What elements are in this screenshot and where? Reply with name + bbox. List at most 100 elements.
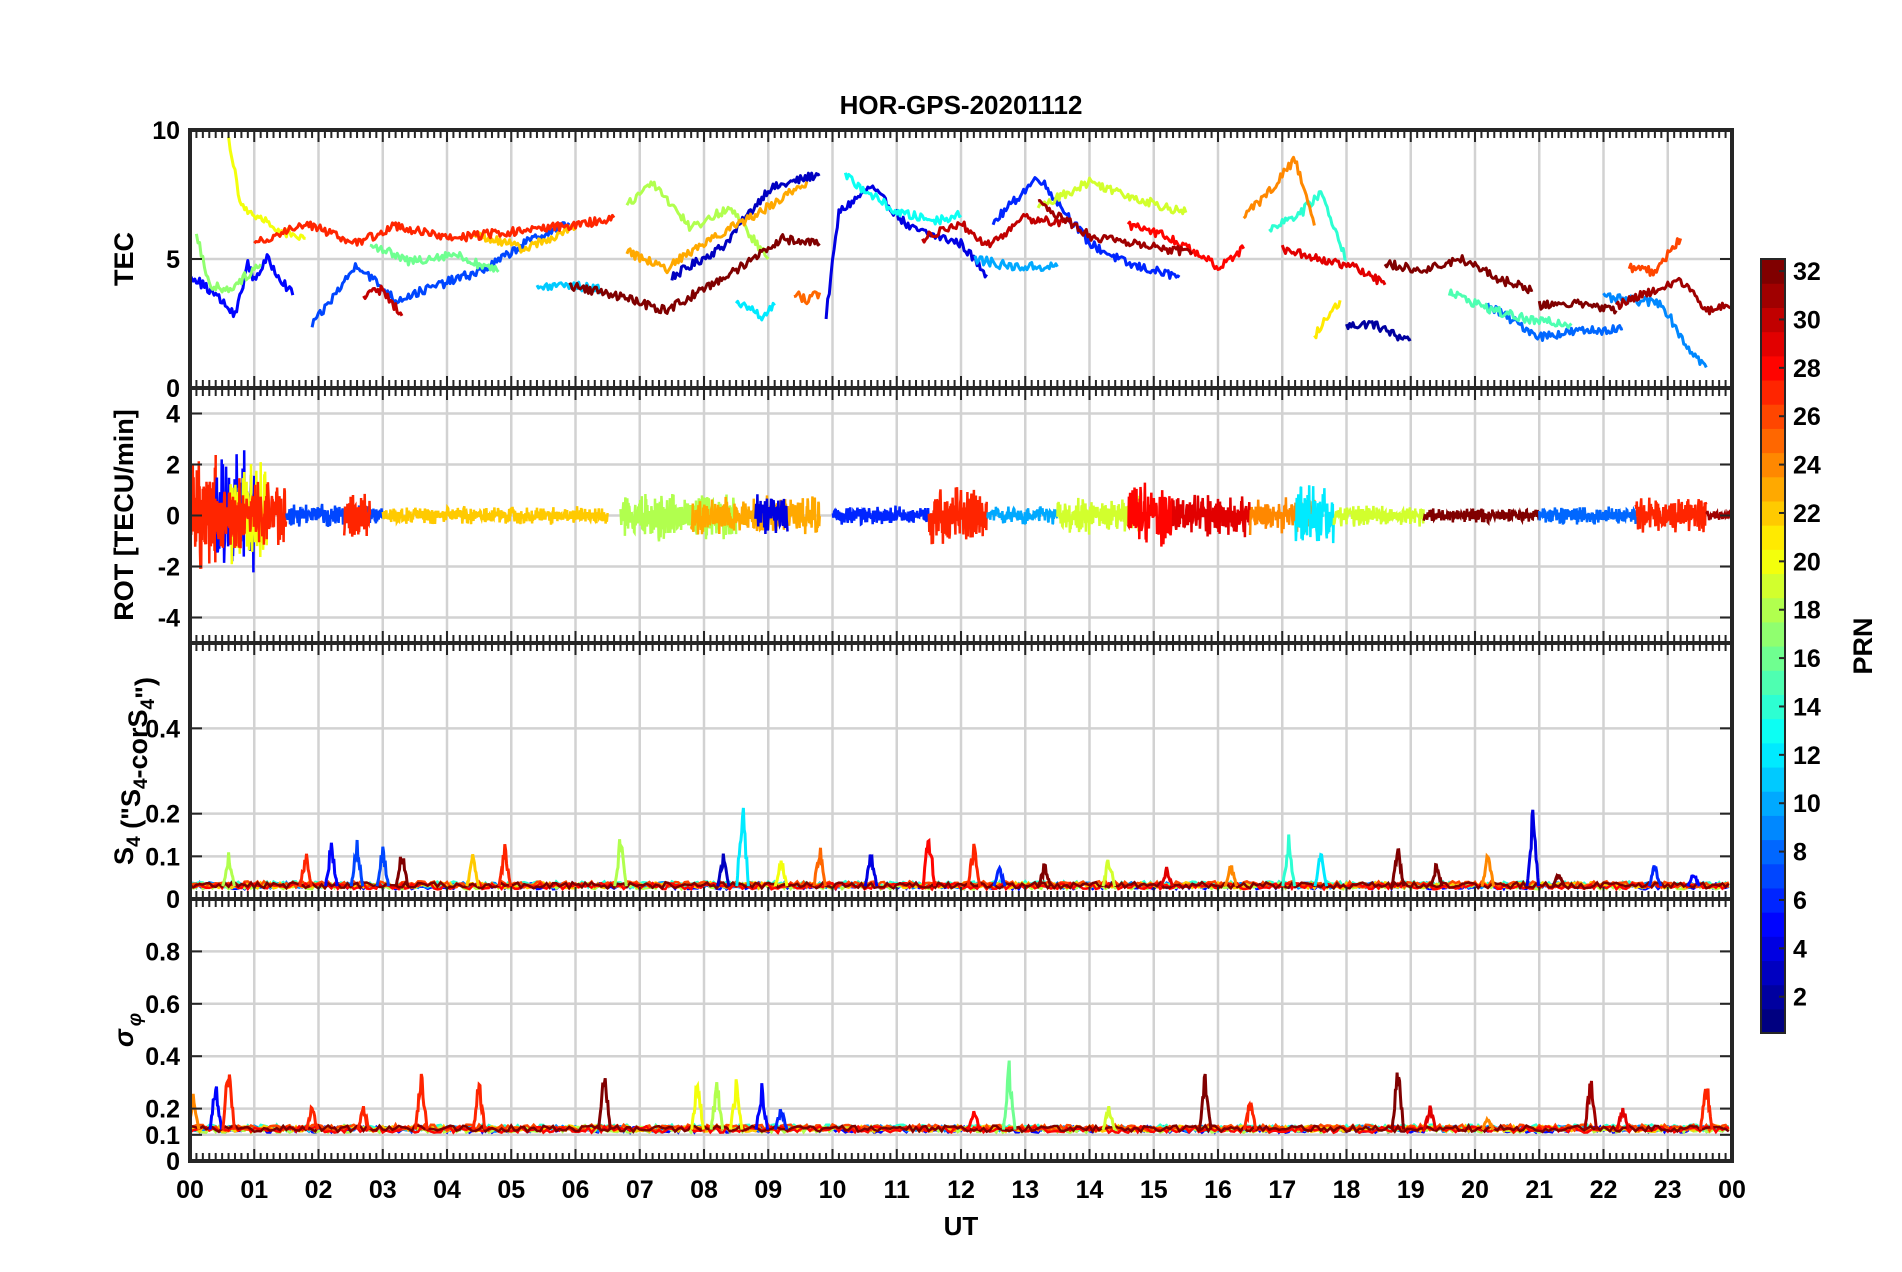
tec-trace-prn-21 bbox=[1313, 299, 1342, 340]
y-tick-label-sigma: 0.6 bbox=[145, 991, 180, 1019]
panels: 0510-4-202400.10.20.400.10.20.40.60.8TEC… bbox=[109, 117, 1746, 1204]
x-tick-label: 02 bbox=[305, 1176, 333, 1204]
label-part: -corS bbox=[123, 709, 153, 778]
spike-prn-6 bbox=[773, 1108, 789, 1130]
colorbar-segment bbox=[1761, 960, 1785, 986]
colorbar-segment bbox=[1761, 379, 1785, 405]
rot-trace-prn-8 bbox=[1538, 505, 1637, 525]
x-tick-label: 08 bbox=[690, 1176, 718, 1204]
y-axis-label-s4: S4 ("S4-corS4") bbox=[109, 677, 160, 865]
x-tick-label: 17 bbox=[1268, 1176, 1296, 1204]
spike-prn-32 bbox=[1197, 1073, 1213, 1130]
label-part: σ bbox=[109, 1028, 139, 1047]
panel-sigma: 00.10.2 0.4 0.6 0.8 bbox=[145, 897, 1734, 1176]
spike-prn-18 bbox=[221, 852, 236, 887]
tec-trace-prn-32 bbox=[568, 233, 821, 315]
tec-trace-prn-30 bbox=[921, 213, 1066, 249]
y-tick-label-tec: 10 bbox=[152, 117, 180, 145]
panel-sigma-grid bbox=[190, 899, 1732, 1161]
x-tick-label: 16 bbox=[1204, 1176, 1232, 1204]
colorbar-segment bbox=[1761, 1008, 1785, 1034]
colorbar-segment bbox=[1761, 621, 1785, 647]
spike-prn-7 bbox=[375, 846, 390, 887]
spike-prn-12 bbox=[735, 807, 750, 887]
tec-trace-prn-16 bbox=[369, 243, 500, 273]
y-tick-label-s4: 0.1 bbox=[145, 843, 180, 871]
spike-prn-27 bbox=[414, 1073, 429, 1130]
y-axis-label-rot: ROT [TECU/min] bbox=[109, 409, 139, 620]
spike-prn-24 bbox=[1223, 865, 1239, 887]
tec-trace-prn-24 bbox=[1242, 155, 1316, 226]
y-tick-label-rot: -4 bbox=[158, 605, 180, 633]
y-tick-label-sigma: 0.8 bbox=[145, 938, 180, 966]
x-tick-label: 05 bbox=[497, 1176, 525, 1204]
spike-prn-19 bbox=[1101, 859, 1117, 887]
tec-trace-prn-2 bbox=[1345, 320, 1412, 342]
spike-prn-19 bbox=[1101, 1105, 1117, 1131]
colorbar-segment bbox=[1761, 815, 1785, 841]
rot-trace-prn-27 bbox=[342, 493, 372, 537]
panel-rot-data bbox=[190, 450, 1732, 573]
x-tick-label: 00 bbox=[176, 1176, 204, 1204]
spike-prn-29 bbox=[1615, 1107, 1631, 1130]
spike-prn-3 bbox=[716, 853, 731, 887]
label-part: φ bbox=[125, 1013, 146, 1026]
rot-trace-prn-29 bbox=[1171, 494, 1252, 538]
y-axis-label-sigma: σφ bbox=[109, 1013, 146, 1047]
colorbar-tick-label: 4 bbox=[1793, 935, 1807, 963]
y-tick-label-rot: 4 bbox=[166, 401, 180, 429]
colorbar-segment bbox=[1761, 718, 1785, 744]
spike-prn-27 bbox=[966, 843, 982, 887]
tec-trace-prn-9 bbox=[1602, 292, 1708, 369]
spike-prn-27 bbox=[1242, 1100, 1258, 1130]
y-tick-label-tec: 0 bbox=[166, 375, 180, 403]
y-tick-label-sigma: 0 bbox=[166, 1148, 180, 1176]
panel-s4-grid bbox=[190, 643, 1732, 899]
colorbar-tick-label: 14 bbox=[1793, 693, 1821, 721]
rot-trace-prn-10 bbox=[986, 505, 1059, 526]
spike-prn-12 bbox=[1313, 852, 1329, 887]
spike-prn-24 bbox=[190, 1093, 201, 1130]
colorbar-segment bbox=[1761, 863, 1785, 889]
x-tick-label: 23 bbox=[1654, 1176, 1682, 1204]
rot-trace-prn-19 bbox=[1332, 505, 1425, 527]
colorbar-tick-label: 8 bbox=[1793, 839, 1807, 867]
tec-trace-prn-28 bbox=[1126, 220, 1246, 271]
tec-trace-prn-29 bbox=[1280, 244, 1387, 286]
label-part: ("S bbox=[116, 789, 146, 836]
tec-trace-prn-12 bbox=[734, 299, 776, 322]
x-tick-label: 06 bbox=[562, 1176, 590, 1204]
x-tick-label: 22 bbox=[1590, 1176, 1618, 1204]
colorbar-segment bbox=[1761, 428, 1785, 454]
colorbar-segment bbox=[1761, 766, 1785, 792]
spike-prn-29 bbox=[1159, 866, 1174, 887]
spike-prn-28 bbox=[921, 837, 937, 887]
rot-trace-prn-4 bbox=[754, 494, 789, 535]
tec-trace-prn-32 bbox=[1537, 298, 1618, 315]
tec-trace-prn-4 bbox=[824, 184, 988, 320]
x-axis-label: UT bbox=[944, 1211, 979, 1241]
colorbar-tick-label: 30 bbox=[1793, 306, 1821, 334]
colorbar-tick-label: 24 bbox=[1793, 452, 1821, 480]
rot-trace-prn-6 bbox=[831, 505, 931, 527]
y-tick-label-s4: 0.2 bbox=[145, 801, 180, 829]
rot-trace-prn-12 bbox=[1293, 485, 1335, 544]
panel-tec-ticks bbox=[190, 129, 1732, 389]
y-tick-label-rot: 2 bbox=[166, 452, 180, 480]
spike-prn-24 bbox=[1480, 852, 1496, 887]
x-tick-label: 00 bbox=[1718, 1176, 1746, 1204]
spike-prn-24 bbox=[1480, 1115, 1495, 1131]
label-part: 4 bbox=[131, 778, 152, 789]
chart-title: HOR-GPS-20201112 bbox=[840, 90, 1083, 120]
rot-trace-prn-19 bbox=[1056, 495, 1143, 535]
x-tick-label: 11 bbox=[884, 1176, 911, 1204]
spike-prn-18 bbox=[709, 1082, 725, 1130]
colorbar-segment bbox=[1761, 670, 1785, 695]
colorbar-tick-label: 10 bbox=[1793, 790, 1821, 818]
y-tick-label-tec: 5 bbox=[166, 246, 180, 274]
spike-prn-14 bbox=[1281, 834, 1296, 887]
tec-trace-prn-27 bbox=[253, 213, 616, 247]
tec-trace-prn-10 bbox=[973, 255, 1059, 272]
